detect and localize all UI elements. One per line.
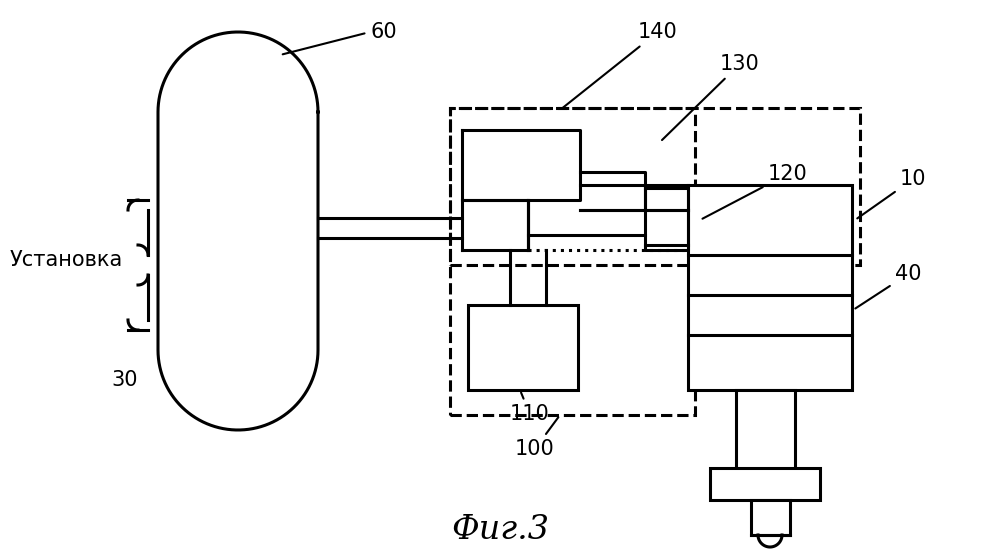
Text: 10: 10 — [857, 169, 926, 219]
Polygon shape — [158, 32, 318, 430]
Bar — [468, 305, 578, 390]
Text: Установка: Установка — [10, 250, 123, 270]
Text: 60: 60 — [283, 22, 397, 54]
Text: 130: 130 — [662, 54, 760, 140]
Text: 110: 110 — [510, 393, 550, 424]
Bar — [751, 500, 790, 535]
Bar — [688, 185, 852, 390]
Bar — [710, 468, 820, 500]
Bar — [736, 390, 795, 470]
Text: 120: 120 — [702, 164, 808, 219]
Text: Фиг.3: Фиг.3 — [451, 514, 549, 546]
Text: 140: 140 — [562, 22, 678, 108]
Text: 30: 30 — [112, 370, 138, 390]
Bar — [450, 108, 860, 265]
Bar — [450, 108, 695, 415]
Text: 100: 100 — [515, 417, 558, 459]
Text: 40: 40 — [855, 264, 921, 309]
